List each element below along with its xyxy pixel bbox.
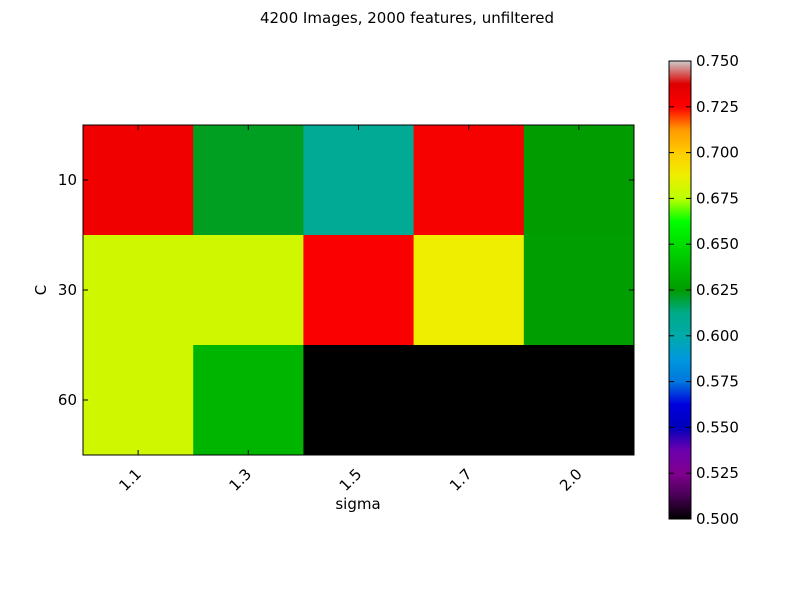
- colorbar-tick-label: 0.625: [696, 281, 739, 299]
- x-tick-label: 1.7: [446, 465, 476, 495]
- heatmap-cell: [303, 125, 415, 236]
- x-tick-label: 1.3: [226, 465, 256, 495]
- y-axis-label: C: [32, 285, 50, 295]
- heatmap-cell: [413, 345, 525, 456]
- y-tick-label: 60: [58, 391, 77, 409]
- colorbar-tick-label: 0.725: [696, 98, 739, 116]
- heatmap-cell: [83, 235, 194, 346]
- colorbar-tick-label: 0.500: [696, 510, 739, 528]
- colorbar-tick-label: 0.525: [696, 464, 739, 482]
- colorbar-tick-label: 0.750: [696, 52, 739, 70]
- heatmap-cell: [193, 345, 304, 456]
- heatmap-cell: [413, 125, 525, 236]
- colorbar-tick-label: 0.675: [696, 189, 739, 207]
- colorbar-ticks: 0.500 0.525 0.550 0.575 0.600 0.625 0.650 0.675…: [669, 52, 739, 528]
- colorbar-tick-label: 0.575: [696, 373, 739, 391]
- y-tick-label: 30: [58, 281, 77, 299]
- chart-title: 4200 Images, 2000 features, unfiltered: [260, 9, 554, 27]
- heatmap-cells: [83, 125, 635, 456]
- x-axis-label: sigma: [335, 495, 380, 513]
- heatmap-cell: [83, 345, 194, 456]
- heatmap-cell: [83, 125, 194, 236]
- heatmap-cell: [523, 345, 635, 456]
- heatmap-cell: [523, 235, 635, 346]
- x-tick-label: 1.1: [115, 465, 145, 495]
- heatmap-cell: [193, 125, 304, 236]
- colorbar-tick-label: 0.600: [696, 327, 739, 345]
- heatmap-cell: [523, 125, 635, 236]
- y-tick-label: 10: [58, 171, 77, 189]
- colorbar-tick-label: 0.550: [696, 418, 739, 436]
- x-tick-label: 2.0: [556, 465, 586, 495]
- heatmap-cell: [303, 235, 415, 346]
- x-tick-label: 1.5: [336, 465, 366, 495]
- heatmap-cell: [303, 345, 415, 456]
- colorbar-tick-label: 0.700: [696, 144, 739, 162]
- heatmap-cell: [413, 235, 525, 346]
- y-axis-ticks: 10 30 60: [58, 171, 634, 409]
- colorbar-tick-label: 0.650: [696, 235, 739, 253]
- heatmap-cell: [193, 235, 304, 346]
